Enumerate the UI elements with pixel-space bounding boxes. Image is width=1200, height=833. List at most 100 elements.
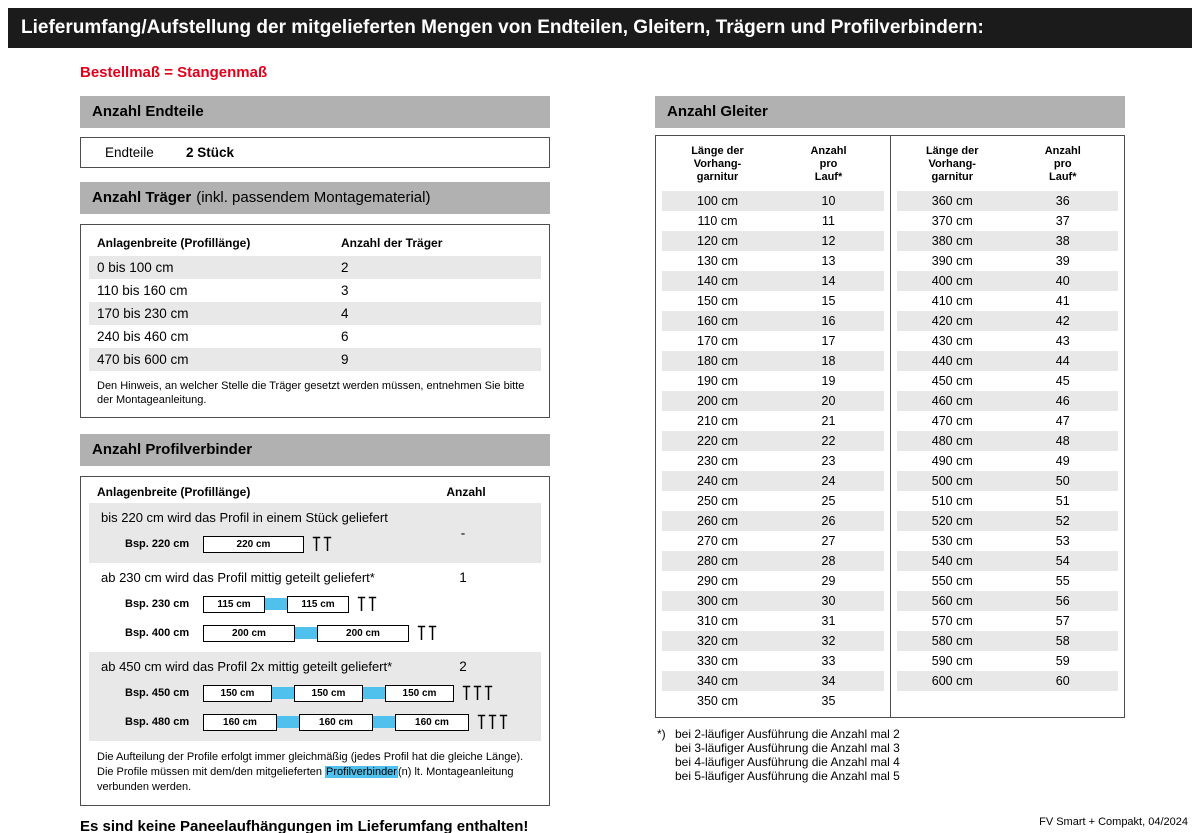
table-row: 330 cm 33 xyxy=(662,651,884,671)
table-row: 580 cm 58 xyxy=(897,631,1118,651)
gleiter-count: 60 xyxy=(1055,674,1070,688)
table-row: 500 cm 50 xyxy=(897,471,1118,491)
gleiter-count: 18 xyxy=(821,354,836,368)
left-column: Anzahl Endteile Endteile 2 Stück Anzahl … xyxy=(80,96,550,833)
table-row: 420 cm 42 xyxy=(897,311,1118,331)
gleiter-length: 180 cm xyxy=(697,354,738,368)
traeger-count: 4 xyxy=(341,306,349,321)
table-row: 290 cm 29 xyxy=(662,571,884,591)
section-gleiter-title: Anzahl Gleiter xyxy=(667,103,768,120)
gleiter-count: 42 xyxy=(1055,314,1070,328)
footnote-line: bei 5-läufiger Ausführung die Anzahl mal… xyxy=(655,769,1125,783)
header-line: Anzahl xyxy=(810,145,847,157)
section-endteile-header: Anzahl Endteile xyxy=(80,96,550,128)
profilverbinder-note: Die Aufteilung der Profile erfolgt immer… xyxy=(89,741,541,805)
gleiter-length: 170 cm xyxy=(697,334,738,348)
gleiter-count: 46 xyxy=(1055,394,1070,408)
table-row: 360 cm 36 xyxy=(897,191,1118,211)
profil-group: ab 230 cm wird das Profil mittig geteilt… xyxy=(89,563,541,652)
profil-group: bis 220 cm wird das Profil in einem Stüc… xyxy=(89,503,541,563)
profile-connector-icon xyxy=(277,716,299,728)
profil-group-text: bis 220 cm wird das Profil in einem Stüc… xyxy=(101,510,388,525)
gleiter-length: 260 cm xyxy=(697,514,738,528)
gleiter-table-left: Länge der Vorhang- garnitur Anzahl pro L… xyxy=(656,136,890,717)
profil-group-count: 2 xyxy=(459,659,467,674)
table-row: 370 cm 37 xyxy=(897,211,1118,231)
header-line: pro xyxy=(1053,158,1072,170)
gleiter-length: 310 cm xyxy=(697,614,738,628)
gleiter-length: 510 cm xyxy=(931,494,973,508)
gleiter-length: 350 cm xyxy=(697,694,738,708)
traeger-note: Den Hinweis, an welcher Stelle die Träge… xyxy=(97,380,525,406)
table-row: 0 bis 100 cm 2 xyxy=(89,256,541,279)
traeger-count: 9 xyxy=(341,352,349,367)
endteile-box: Endteile 2 Stück xyxy=(80,137,550,168)
profile-connector-icon xyxy=(295,627,317,639)
table-row: 230 cm 23 xyxy=(662,451,884,471)
gleiter-count: 10 xyxy=(821,194,836,208)
table-row: 110 cm 11 xyxy=(662,211,884,231)
table-row: 150 cm 15 xyxy=(662,291,884,311)
table-row: 520 cm 52 xyxy=(897,511,1118,531)
gleiter-length: 440 cm xyxy=(931,354,973,368)
gleiter-length: 320 cm xyxy=(697,634,738,648)
endteile-value: 2 Stück xyxy=(186,145,235,160)
paneel-note: Es sind keine Paneelaufhängungen im Lief… xyxy=(80,818,529,833)
bracket-icon xyxy=(312,536,321,552)
gleiter-length: 430 cm xyxy=(931,334,973,348)
bracket-icon xyxy=(368,596,377,612)
gleiter-length: 400 cm xyxy=(931,274,973,288)
traeger-col2-header: Anzahl der Träger xyxy=(341,236,443,250)
gleiter-length: 330 cm xyxy=(697,654,738,668)
profile-connector-icon xyxy=(363,687,385,699)
table-row: 190 cm 19 xyxy=(662,371,884,391)
gleiter-length: 380 cm xyxy=(931,234,973,248)
gleiter-length: 480 cm xyxy=(931,434,973,448)
gleiter-count: 41 xyxy=(1055,294,1070,308)
gleiter-length: 300 cm xyxy=(697,594,738,608)
profile-segment: 160 cm xyxy=(299,713,373,731)
bracket-icons xyxy=(462,685,493,701)
table-row: 120 cm 12 xyxy=(662,231,884,251)
gleiter-count: 25 xyxy=(821,494,836,508)
gleiter-length: 120 cm xyxy=(697,234,738,248)
section-traeger-suffix: (inkl. passendem Montagematerial) xyxy=(196,189,431,206)
gleiter-length: 600 cm xyxy=(931,674,973,688)
table-row: 140 cm 14 xyxy=(662,271,884,291)
gleiter-count: 26 xyxy=(821,514,836,528)
gleiter-count: 33 xyxy=(821,654,836,668)
traeger-count: 6 xyxy=(341,329,349,344)
gleiter-length: 370 cm xyxy=(931,214,973,228)
gleiter-count: 38 xyxy=(1055,234,1070,248)
profil-group-text: ab 450 cm wird das Profil 2x mittig gete… xyxy=(101,659,393,674)
table-row: 170 cm 17 xyxy=(662,331,884,351)
profile-example: Bsp. 230 cm 115 cm 115 cm xyxy=(101,592,541,616)
bracket-icon xyxy=(473,685,482,701)
gleiter-count: 30 xyxy=(821,594,836,608)
table-row: 240 bis 460 cm 6 xyxy=(89,325,541,348)
gleiter-length: 250 cm xyxy=(697,494,738,508)
profile-connector-icon xyxy=(265,598,287,610)
gleiter-length: 460 cm xyxy=(931,394,973,408)
page-header: Lieferumfang/Aufstellung der mitgeliefer… xyxy=(8,8,1192,48)
gleiter-length: 110 cm xyxy=(697,214,738,228)
bracket-icon xyxy=(417,625,426,641)
profile-example: Bsp. 480 cm 160 cm 160 cm 160 cm xyxy=(101,710,541,734)
traeger-range: 110 bis 160 cm xyxy=(97,283,188,298)
gleiter-count: 49 xyxy=(1055,454,1070,468)
table-row: 350 cm 35 xyxy=(662,691,884,711)
bracket-icon xyxy=(484,685,493,701)
gleiter-table-right: Länge der Vorhang- garnitur Anzahl pro L… xyxy=(890,136,1124,717)
gleiter-length-header: Länge der Vorhang- garnitur xyxy=(662,145,773,184)
gleiter-length: 200 cm xyxy=(697,394,738,408)
table-row: 430 cm 43 xyxy=(897,331,1118,351)
traeger-col1-header: Anlagenbreite (Profillänge) xyxy=(97,236,251,250)
gleiter-length: 290 cm xyxy=(697,574,738,588)
example-label: Bsp. 400 cm xyxy=(125,627,190,639)
gleiter-count: 50 xyxy=(1055,474,1070,488)
profile-bar: 220 cm xyxy=(203,535,304,553)
gleiter-count: 48 xyxy=(1055,434,1070,448)
table-row: 160 cm 16 xyxy=(662,311,884,331)
table-row: 210 cm 21 xyxy=(662,411,884,431)
table-row: 100 cm 10 xyxy=(662,191,884,211)
